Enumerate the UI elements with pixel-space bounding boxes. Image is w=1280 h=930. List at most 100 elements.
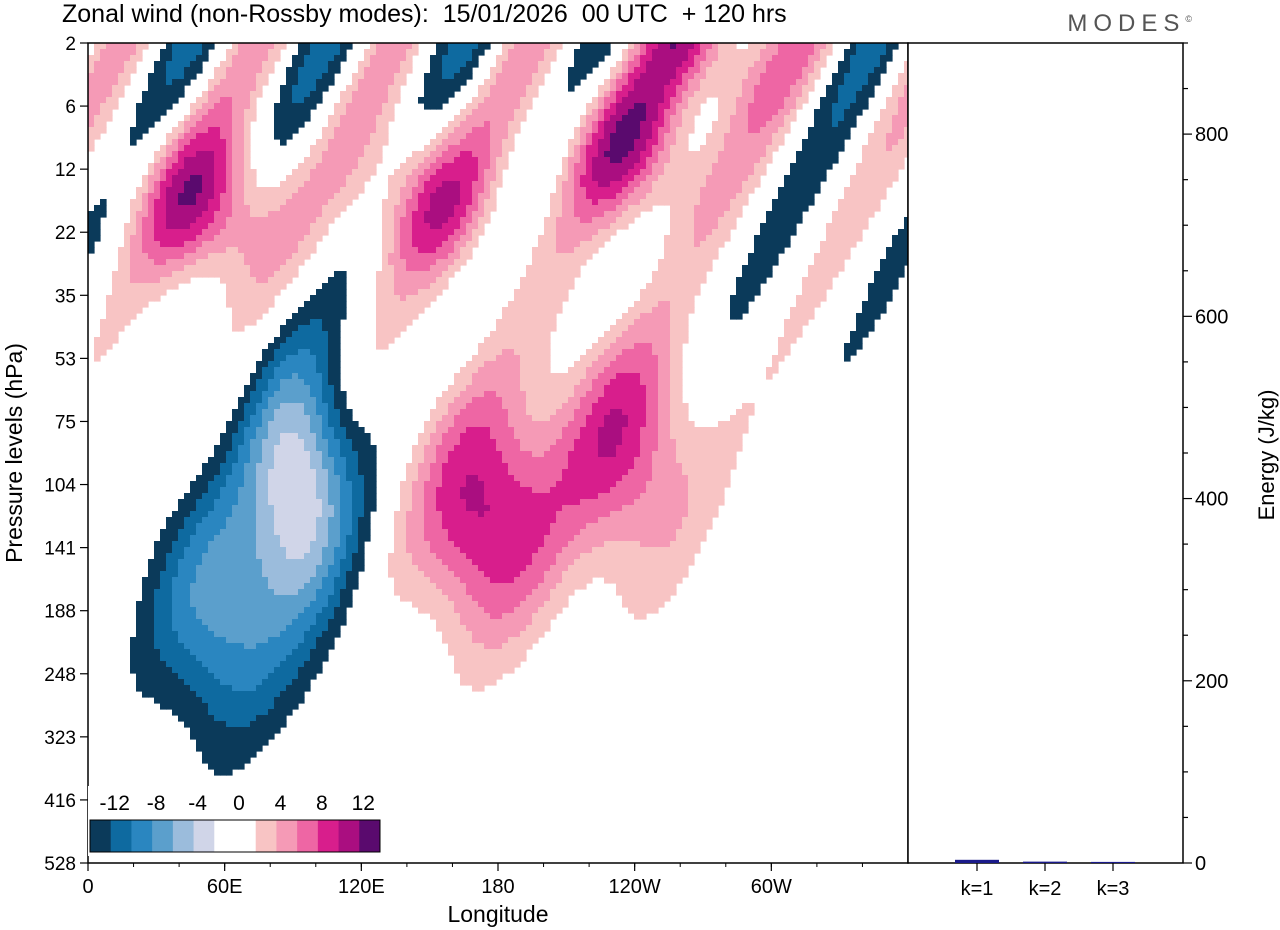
heatmap-cell xyxy=(298,121,305,128)
heatmap-cell xyxy=(808,295,815,302)
heatmap-cell xyxy=(358,169,365,176)
heatmap-cell xyxy=(232,133,239,140)
heatmap-cell xyxy=(706,79,713,86)
heatmap-cell xyxy=(628,397,635,404)
heatmap-cell xyxy=(796,61,803,68)
heatmap-cell xyxy=(478,229,485,236)
heatmap-cell xyxy=(718,205,725,212)
heatmap-cell xyxy=(742,73,749,80)
heatmap-cell xyxy=(808,79,815,86)
heatmap-cell xyxy=(232,223,239,230)
heatmap-cell xyxy=(652,55,659,62)
heatmap-cell xyxy=(214,121,221,128)
heatmap-cell xyxy=(466,55,473,62)
heatmap-cell xyxy=(766,55,773,62)
heatmap-cell xyxy=(472,355,479,362)
heatmap-cell xyxy=(226,199,233,206)
heatmap-cell xyxy=(268,367,275,374)
heatmap-cell xyxy=(742,61,749,68)
heatmap-cell xyxy=(478,349,485,356)
heatmap-cell xyxy=(118,49,125,56)
heatmap-cell xyxy=(790,43,797,50)
heatmap-cell xyxy=(808,139,815,146)
heatmap-cell xyxy=(670,103,677,110)
heatmap-cell xyxy=(682,115,689,122)
heatmap-cell xyxy=(112,313,119,320)
heatmap-cell xyxy=(598,181,605,188)
heatmap-cell xyxy=(478,379,485,386)
heatmap-cell xyxy=(376,337,383,344)
heatmap-cell xyxy=(736,301,743,308)
heatmap-cell xyxy=(310,307,317,314)
heatmap-cell xyxy=(664,109,671,116)
heatmap-cell xyxy=(856,199,863,206)
heatmap-cell xyxy=(670,271,677,278)
heatmap-cell xyxy=(400,253,407,260)
heatmap-cell xyxy=(670,49,677,56)
heatmap-cell xyxy=(286,97,293,104)
heatmap-cell xyxy=(178,61,185,68)
heatmap-cell xyxy=(130,133,137,140)
heatmap-cell xyxy=(634,139,641,146)
heatmap-cell xyxy=(844,61,851,68)
heatmap-cell xyxy=(616,319,623,326)
heatmap-cell xyxy=(736,277,743,284)
heatmap-cell xyxy=(478,181,485,188)
heatmap-cell xyxy=(640,157,647,164)
heatmap-cell xyxy=(754,97,761,104)
heatmap-cell xyxy=(892,169,899,176)
heatmap-cell xyxy=(148,253,155,260)
heatmap-cell xyxy=(418,175,425,182)
heatmap-cell xyxy=(454,85,461,92)
heatmap-cell xyxy=(712,61,719,68)
heatmap-cell xyxy=(526,379,533,386)
heatmap-cell xyxy=(316,367,323,374)
heatmap-cell xyxy=(376,103,383,110)
heatmap-cell xyxy=(424,97,431,104)
heatmap-cell xyxy=(742,301,749,308)
heatmap-cell xyxy=(664,199,671,206)
heatmap-cell xyxy=(646,157,653,164)
heatmap-cell xyxy=(592,55,599,62)
heatmap-cell xyxy=(784,229,791,236)
heatmap-cell xyxy=(688,289,695,296)
heatmap-cell xyxy=(154,169,161,176)
heatmap-cell xyxy=(394,319,401,326)
heatmap-cell xyxy=(778,85,785,92)
heatmap-cell xyxy=(664,271,671,278)
heatmap-cell xyxy=(448,211,455,218)
heatmap-cell xyxy=(484,91,491,98)
heatmap-cell xyxy=(244,271,251,278)
heatmap-cell xyxy=(472,127,479,134)
heatmap-cell xyxy=(892,109,899,116)
heatmap-cell xyxy=(508,103,515,110)
heatmap-cell xyxy=(676,109,683,116)
heatmap-cell xyxy=(190,49,197,56)
heatmap-cell xyxy=(820,55,827,62)
heatmap-cell xyxy=(592,367,599,374)
heatmap-cell xyxy=(94,79,101,86)
heatmap-cell xyxy=(322,331,329,338)
heatmap-cell xyxy=(784,223,791,230)
heatmap-cell xyxy=(568,379,575,386)
heatmap-cell xyxy=(220,235,227,242)
heatmap-cell xyxy=(706,211,713,218)
heatmap-cell xyxy=(676,211,683,218)
heatmap-cell xyxy=(736,55,743,62)
heatmap-cell xyxy=(334,289,341,296)
heatmap-cell xyxy=(286,127,293,134)
heatmap-cell xyxy=(670,145,677,152)
heatmap-cell xyxy=(178,253,185,260)
heatmap-cell xyxy=(436,85,443,92)
heatmap-cell xyxy=(664,337,671,344)
heatmap-cell xyxy=(592,109,599,116)
heatmap-cell xyxy=(208,43,215,50)
heatmap-cell xyxy=(646,139,653,146)
heatmap-cell xyxy=(154,151,161,158)
heatmap-cell xyxy=(328,217,335,224)
heatmap-cell xyxy=(328,55,335,62)
heatmap-cell xyxy=(670,223,677,230)
heatmap-cell xyxy=(718,151,725,158)
heatmap-cell xyxy=(412,211,419,218)
heatmap-cell xyxy=(850,241,857,248)
